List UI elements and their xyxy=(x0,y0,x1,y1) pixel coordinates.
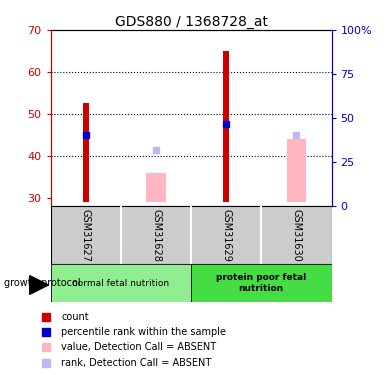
Text: growth protocol: growth protocol xyxy=(4,278,80,288)
Text: rank, Detection Call = ABSENT: rank, Detection Call = ABSENT xyxy=(61,357,211,368)
Text: GSM31628: GSM31628 xyxy=(151,209,161,262)
Title: GDS880 / 1368728_at: GDS880 / 1368728_at xyxy=(115,15,268,29)
Polygon shape xyxy=(30,276,48,294)
Text: GSM31629: GSM31629 xyxy=(221,209,231,262)
Text: GSM31630: GSM31630 xyxy=(291,209,301,262)
Bar xyxy=(223,51,229,202)
Bar xyxy=(51,264,191,302)
Bar xyxy=(287,139,306,202)
Text: value, Detection Call = ABSENT: value, Detection Call = ABSENT xyxy=(61,342,216,352)
Text: percentile rank within the sample: percentile rank within the sample xyxy=(61,327,226,337)
Text: protein poor fetal
nutrition: protein poor fetal nutrition xyxy=(216,273,307,293)
Bar xyxy=(83,104,89,202)
Bar xyxy=(191,264,332,302)
Text: count: count xyxy=(61,312,89,322)
Bar xyxy=(146,172,166,202)
Text: GSM31627: GSM31627 xyxy=(81,209,91,262)
Text: normal fetal nutrition: normal fetal nutrition xyxy=(72,279,170,288)
